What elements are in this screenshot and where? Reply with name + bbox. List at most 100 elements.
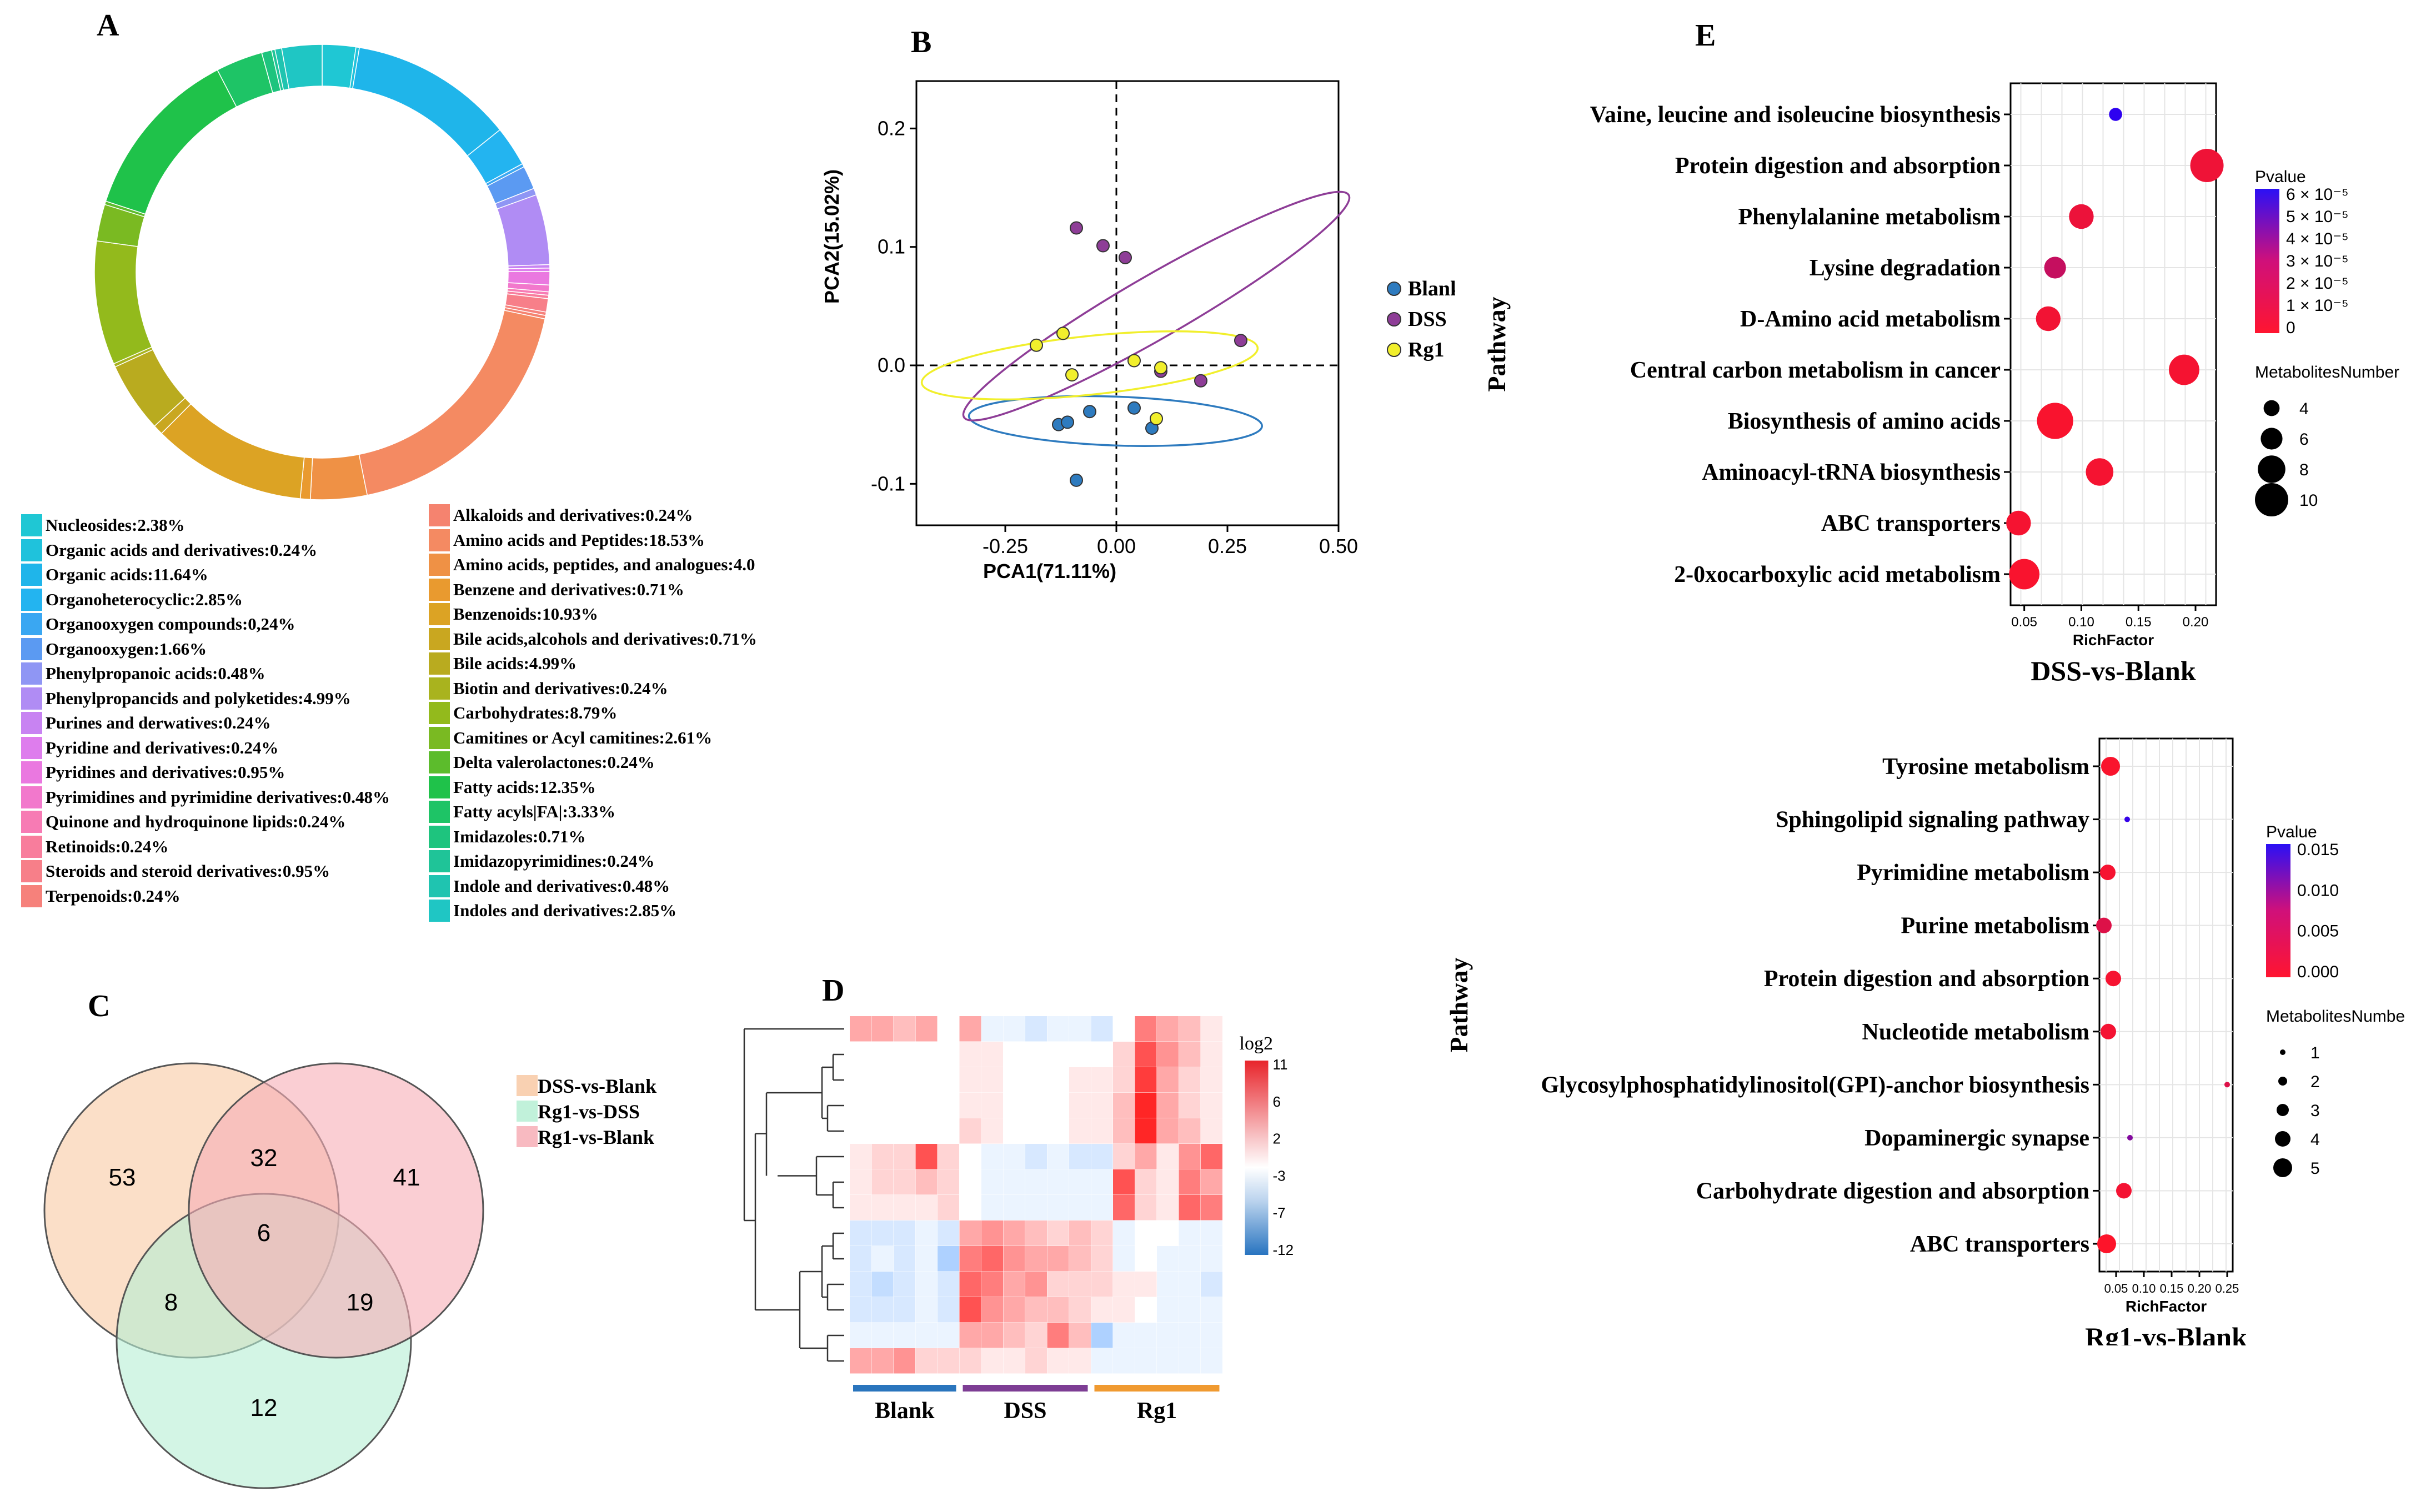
heatmap-cell [850,1195,871,1220]
pathway-label: Phenylalanine metabolism [1738,204,2001,230]
heat-legend-title: log2 [1240,1033,1273,1054]
heat-scale-label: -3 [1273,1167,1286,1184]
heatmap-cell [938,1067,959,1093]
heatmap-cell [1003,1144,1025,1169]
pvalue-legend-label: 4 × 10⁻⁵ [2286,230,2349,248]
size-legend-label: 1 [2310,1044,2320,1062]
data-point-rg1 [1056,326,1070,340]
heatmap-cell [915,1169,938,1195]
venn-legend-swatch [517,1075,538,1096]
heatmap-cell [894,1016,915,1042]
data-point-blank [1127,401,1141,415]
heatmap-cell [1047,1272,1069,1297]
x-tick-label: 0.10 [2132,1282,2156,1295]
heatmap-cell [915,1348,938,1374]
donut-slice-20 [161,403,305,499]
heat-scale-label: -7 [1273,1204,1286,1221]
size-legend-title: MetabolitesNumbe [2266,1007,2405,1026]
legend-label: Phenylpropanoic acids:0.48% [46,664,265,684]
enrichment-bubble [2224,1082,2230,1088]
plot-frame [915,80,1340,526]
heatmap-cell [915,1144,938,1169]
heatmap-cell [938,1246,959,1272]
size-legend-label: 6 [2299,430,2309,449]
venn-count: 32 [250,1144,278,1172]
heatmap-cell [959,1016,981,1042]
heatmap-cell [915,1067,938,1093]
heatmap-cell [1113,1042,1135,1067]
donut-slice-24 [94,240,153,365]
heatmap-cell [1157,1246,1179,1272]
heatmap-cell [1113,1348,1135,1374]
heat-color-scale [1245,1061,1269,1255]
heatmap-cell [981,1220,1003,1246]
heatmap-cell [894,1323,915,1348]
enrichment-bubble [2124,816,2130,822]
heatmap-cell [1201,1016,1222,1042]
heat-scale-label: 6 [1273,1093,1281,1110]
heatmap-cell [1179,1169,1201,1195]
heatmap-cell [1047,1169,1069,1195]
heatmap-cell [1069,1042,1091,1067]
legend-label: Organoheterocyclic:2.85% [46,589,243,609]
legend-swatch [21,637,42,660]
heatmap-cell [1025,1246,1047,1272]
heatmap-cell [894,1067,915,1093]
heatmap-cell [1091,1348,1113,1374]
legend-label: Terpenoids:0.24% [46,886,181,906]
heatmap-cell [1069,1144,1091,1169]
heatmap-cell [1025,1093,1047,1118]
heatmap-cell [1003,1246,1025,1272]
donut-legend-item: Benzenoids:10.93% [429,602,757,627]
pathway-label: Sphingolipid signaling pathway [1776,807,2089,833]
legend-label: Nucleosides:2.38% [46,515,185,535]
size-legend-label: 4 [2299,400,2309,418]
heatmap-cell [850,1067,871,1093]
heatmap-cell [850,1042,871,1067]
legend-label: Indoles and derivatives:2.85% [453,901,677,921]
pathway-label: 2-0xocarboxylic acid metabolism [1674,562,2001,587]
group-label: Blank [875,1398,935,1424]
legend-swatch [21,712,42,735]
legend-swatch [429,652,450,675]
x-axis-label: RichFactor [2073,631,2154,649]
heatmap-cell [894,1348,915,1374]
legend-label: Biotin and derivatives:0.24% [453,678,668,698]
donut-legend-item: Pyrimidines and pyrimidine derivatives:0… [21,785,390,810]
heatmap-cell [894,1195,915,1220]
data-point-dss [1234,334,1247,348]
heatmap-cell [871,1220,894,1246]
heatmap-cell [959,1323,981,1348]
heatmap-cell [981,1042,1003,1067]
heatmap-cell [894,1042,915,1067]
x-tick-label: 0.05 [2104,1282,2128,1295]
pvalue-legend-title: Pvalue [2266,823,2317,841]
heatmap-cell [1135,1169,1157,1195]
venn-count: 12 [250,1394,278,1421]
heatmap-cell [1069,1093,1091,1118]
heatmap-cell [1157,1093,1179,1118]
legend-swatch [21,885,42,907]
donut-legend-item: Indoles and derivatives:2.85% [429,898,757,923]
heatmap-cell [959,1169,981,1195]
legend-label: Purines and derwatives:0.24% [46,713,271,733]
heatmap-cell [1047,1093,1069,1118]
heatmap-cell [959,1067,981,1093]
legend-label: Benzene and derivatives:0.71% [453,579,684,599]
heatmap-cell [981,1272,1003,1297]
heatmap-cell [1113,1169,1135,1195]
heatmap-cell [1179,1016,1201,1042]
heatmap-cell [1003,1195,1025,1220]
legend-swatch [429,850,450,873]
heatmap-cell [1025,1220,1047,1246]
heatmap-cell [1069,1297,1091,1323]
heatmap-cell [1135,1093,1157,1118]
donut-slice-2 [352,47,501,157]
heatmap-cell [981,1016,1003,1042]
size-legend-label: 8 [2299,461,2309,479]
donut-legend-item: Camitines or Acyl camitines:2.61% [429,726,757,751]
legend-swatch [21,761,42,784]
donut-legend-item: Phenylpropanoic acids:0.48% [21,661,390,686]
donut-legend-item: Indole and derivatives:0.48% [429,874,757,899]
legend-swatch [429,554,450,576]
